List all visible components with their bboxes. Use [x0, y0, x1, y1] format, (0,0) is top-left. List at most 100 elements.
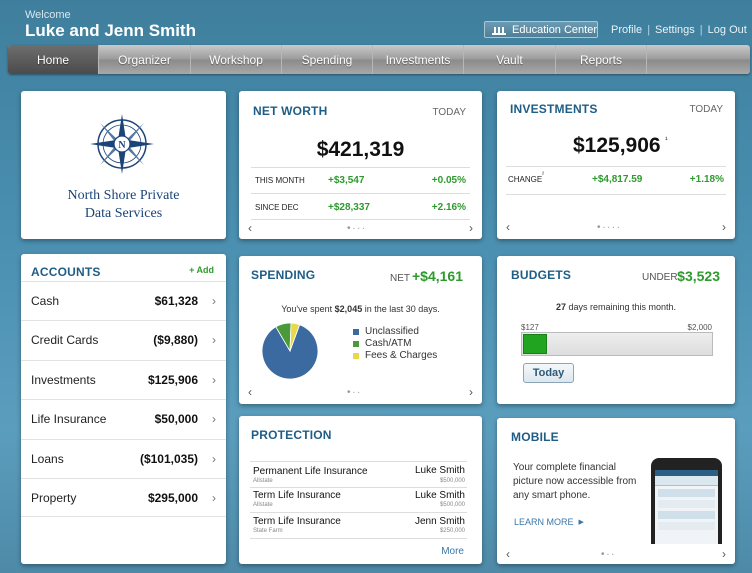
net-value: +$4,161: [412, 268, 463, 284]
account-row-loans[interactable]: Loans ($101,035) ›: [21, 439, 226, 478]
divider: [251, 219, 470, 220]
investments-period: TODAY: [689, 104, 723, 115]
link-separator: |: [647, 24, 651, 36]
investments-value: $125,906: [573, 134, 661, 157]
spending-title: SPENDING: [251, 268, 316, 282]
policy-carrier: Allstate: [253, 502, 273, 508]
logout-link[interactable]: Log Out: [707, 24, 747, 36]
pie-slice-unclassified: [261, 324, 319, 380]
mobile-title: MOBILE: [511, 430, 559, 444]
protection-title: PROTECTION: [251, 428, 332, 442]
divider: [250, 512, 467, 513]
divider: [251, 193, 470, 194]
policy-carrier: State Farm: [253, 528, 283, 534]
account-row-investments[interactable]: Investments $125,906 ›: [21, 360, 226, 399]
next-arrow-icon[interactable]: ›: [722, 547, 726, 561]
legend-item: Unclassified: [353, 326, 419, 337]
net-label: NET: [390, 273, 410, 284]
policy-amount: $250,000: [439, 528, 465, 534]
policy-holder: Jenn Smith: [414, 516, 465, 527]
net-worth-card: NET WORTH TODAY $421,319 THIS MONTH +$3,…: [239, 91, 482, 239]
more-link[interactable]: More: [441, 546, 464, 557]
net-worth-period: TODAY: [432, 107, 466, 118]
spending-summary: You've spent $2,045 in the last 30 days.: [239, 304, 482, 314]
legend-swatch: [353, 352, 359, 359]
divider: [250, 487, 467, 488]
account-name: Property: [31, 490, 77, 505]
account-row-property[interactable]: Property $295,000 ›: [21, 478, 226, 517]
prev-arrow-icon[interactable]: ‹: [506, 220, 510, 234]
value-footnote: ¹: [665, 135, 668, 144]
welcome-label: Welcome: [25, 9, 71, 21]
since-dec-label: SINCE DEC: [255, 203, 299, 212]
prev-arrow-icon[interactable]: ‹: [248, 221, 252, 235]
next-arrow-icon[interactable]: ›: [469, 385, 473, 399]
settings-link[interactable]: Settings: [655, 24, 695, 36]
summary-amount: $2,045: [334, 304, 363, 314]
chevron-right-icon: ›: [212, 333, 216, 347]
pager-dots: •∙∙∙: [347, 223, 367, 234]
prev-arrow-icon[interactable]: ‹: [506, 547, 510, 561]
link-separator: |: [699, 24, 703, 36]
legend-label: Cash/ATM: [365, 338, 412, 349]
chevron-right-icon: ›: [212, 373, 216, 387]
caret-right-icon: ▶: [578, 519, 584, 526]
education-center-button[interactable]: Education Center: [484, 21, 598, 38]
budgets-title: BUDGETS: [511, 268, 572, 282]
next-arrow-icon[interactable]: ›: [722, 220, 726, 234]
account-name: Loans: [31, 452, 64, 466]
account-value: $125,906: [147, 373, 198, 387]
summary-pre: You've spent: [281, 304, 333, 314]
logo-line1: North Shore Private: [67, 188, 180, 203]
next-arrow-icon[interactable]: ›: [469, 221, 473, 235]
prev-arrow-icon[interactable]: ‹: [248, 385, 252, 399]
account-value: ($9,880): [153, 333, 198, 347]
investments-title: INVESTMENTS: [510, 102, 598, 116]
legend-label: Unclassified: [365, 326, 419, 337]
change-amount: +$4,817.59: [592, 174, 643, 185]
accounts-title: ACCOUNTS: [31, 265, 101, 279]
account-value: $295,000: [147, 490, 198, 505]
policy-name: Term Life Insurance: [253, 516, 341, 527]
account-row-cash[interactable]: Cash $61,328 ›: [21, 281, 226, 320]
learn-more-label: LEARN MORE: [514, 517, 574, 527]
nav-reports[interactable]: Reports: [556, 45, 647, 74]
summary-post: in the last 30 days.: [364, 304, 440, 314]
account-name: Cash: [31, 294, 60, 308]
nav-workshop[interactable]: Workshop: [191, 45, 282, 74]
logo-mark-letter: N: [118, 140, 126, 151]
mobile-line1: Your complete financial: [513, 462, 617, 473]
top-links: Profile | Settings | Log Out: [611, 24, 747, 36]
policy-amount: $500,000: [439, 502, 465, 508]
this-month-amount: +$3,547: [328, 175, 365, 186]
legend-item: Fees & Charges: [353, 350, 437, 361]
education-center-label: Education Center: [512, 23, 597, 36]
nav-organizer[interactable]: Organizer: [99, 45, 191, 74]
policy-amount: $500,000: [439, 478, 465, 484]
since-dec-percent: +2.16%: [431, 202, 466, 213]
logo-line2: Data Services: [84, 206, 163, 221]
phone-screen: [655, 470, 718, 544]
chevron-right-icon: ›: [212, 412, 216, 426]
account-row-life-insurance[interactable]: Life Insurance $50,000 ›: [21, 399, 226, 438]
change-percent: +1.18%: [689, 174, 724, 185]
learn-more-link[interactable]: LEARN MORE ▶: [514, 517, 584, 527]
policy-name: Permanent Life Insurance: [253, 466, 368, 477]
profile-link[interactable]: Profile: [611, 24, 643, 36]
add-account-link[interactable]: + Add: [189, 265, 214, 275]
nav-home[interactable]: Home: [8, 45, 99, 74]
account-name: Credit Cards: [31, 333, 99, 347]
nav-vault[interactable]: Vault: [464, 45, 556, 74]
budget-max-label: $2,000: [687, 323, 712, 332]
pager-dots: •∙∙∙∙: [597, 222, 622, 233]
net-worth-title: NET WORTH: [253, 104, 328, 118]
legend-item: Cash/ATM: [353, 338, 412, 349]
smartphone-illustration: [651, 458, 722, 544]
net-worth-value: $421,319: [316, 138, 405, 161]
account-row-credit-cards[interactable]: Credit Cards ($9,880) ›: [21, 320, 226, 359]
mobile-card: MOBILE Your complete financial picture n…: [497, 418, 735, 564]
nav-investments[interactable]: Investments: [373, 45, 464, 74]
under-value: $3,523: [677, 268, 720, 284]
pager-dots: •∙∙: [601, 549, 617, 560]
nav-spending[interactable]: Spending: [282, 45, 373, 74]
